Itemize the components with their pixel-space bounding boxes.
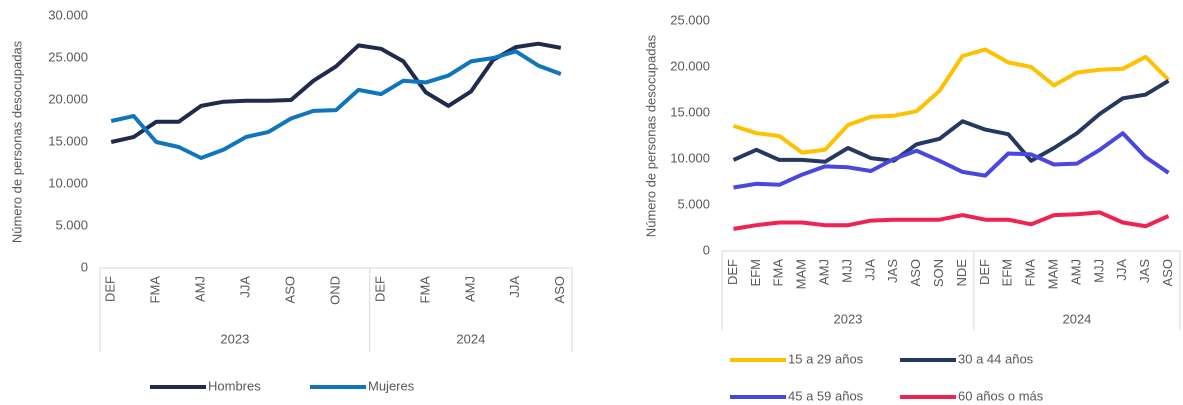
series-line xyxy=(733,131,1170,190)
series-line xyxy=(732,47,1170,155)
x-tick-label: ASO xyxy=(908,259,923,286)
x-tick-label: JJA xyxy=(1114,259,1129,281)
x-tick-label: JAS xyxy=(1137,259,1152,283)
y-tick-label: 0 xyxy=(81,259,88,274)
x-tick-label: EFM xyxy=(748,259,763,286)
y-axis-title: Número de personas desocupadas xyxy=(9,40,24,243)
x-tick-label: SON xyxy=(931,259,946,287)
x-tick-label: EFM xyxy=(1000,259,1015,286)
legend-label: 30 a 44 años xyxy=(958,351,1034,366)
x-tick-label: ASO xyxy=(282,276,297,303)
x-tick-label: JJA xyxy=(507,276,522,298)
group-label: 2024 xyxy=(1062,311,1091,326)
x-tick-label: AMJ xyxy=(193,276,208,302)
x-tick-label: FMA xyxy=(148,276,163,304)
legend-label: Hombres xyxy=(208,378,261,393)
x-tick-label: MJJ xyxy=(1091,259,1106,283)
y-tick-label: 5.000 xyxy=(677,196,710,211)
group-label: 2024 xyxy=(456,331,485,346)
legend-label: 60 años o más xyxy=(958,388,1044,403)
y-tick-label: 10.000 xyxy=(48,175,88,190)
series-line xyxy=(732,79,1170,164)
x-tick-label: FMA xyxy=(417,276,432,304)
x-tick-label: JJA xyxy=(862,259,877,281)
x-tick-label: MAM xyxy=(1045,259,1060,289)
x-tick-label: AMJ xyxy=(1068,259,1083,285)
y-axis-title: Número de personas desocupadas xyxy=(643,34,658,237)
series-line xyxy=(733,210,1170,231)
x-tick-label: NDE xyxy=(954,259,969,287)
series-line xyxy=(110,41,562,144)
x-tick-label: FMA xyxy=(771,259,786,287)
x-tick-label: ASO xyxy=(1160,259,1175,286)
y-tick-label: 15.000 xyxy=(48,133,88,148)
group-label: 2023 xyxy=(833,311,862,326)
x-tick-label: DEF xyxy=(372,276,387,302)
x-tick-label: AMJ xyxy=(462,276,477,302)
x-tick-label: DEF xyxy=(725,259,740,285)
y-tick-label: 5.000 xyxy=(55,217,88,232)
legend-label: 15 a 29 años xyxy=(788,351,864,366)
legend-label: 45 a 59 años xyxy=(788,388,864,403)
series-line xyxy=(110,49,562,160)
x-tick-label: ASO xyxy=(552,276,567,303)
y-tick-label: 20.000 xyxy=(670,58,710,73)
x-tick-label: AMJ xyxy=(816,259,831,285)
x-tick-label: MAM xyxy=(794,259,809,289)
y-tick-label: 30.000 xyxy=(48,7,88,22)
x-tick-label: DEF xyxy=(977,259,992,285)
y-tick-label: 10.000 xyxy=(670,150,710,165)
y-tick-label: 25.000 xyxy=(48,49,88,64)
group-label: 2023 xyxy=(220,331,249,346)
x-tick-label: JAS xyxy=(885,259,900,283)
x-tick-label: JJA xyxy=(238,276,253,298)
legend-label: Mujeres xyxy=(368,378,415,393)
x-tick-label: MJJ xyxy=(839,259,854,283)
x-tick-label: FMA xyxy=(1023,259,1038,287)
y-tick-label: 0 xyxy=(703,242,710,257)
y-tick-label: 20.000 xyxy=(48,91,88,106)
x-tick-label: OND xyxy=(327,276,342,305)
y-tick-label: 25.000 xyxy=(670,12,710,27)
x-tick-label: DEF xyxy=(103,276,118,302)
y-tick-label: 15.000 xyxy=(670,104,710,119)
